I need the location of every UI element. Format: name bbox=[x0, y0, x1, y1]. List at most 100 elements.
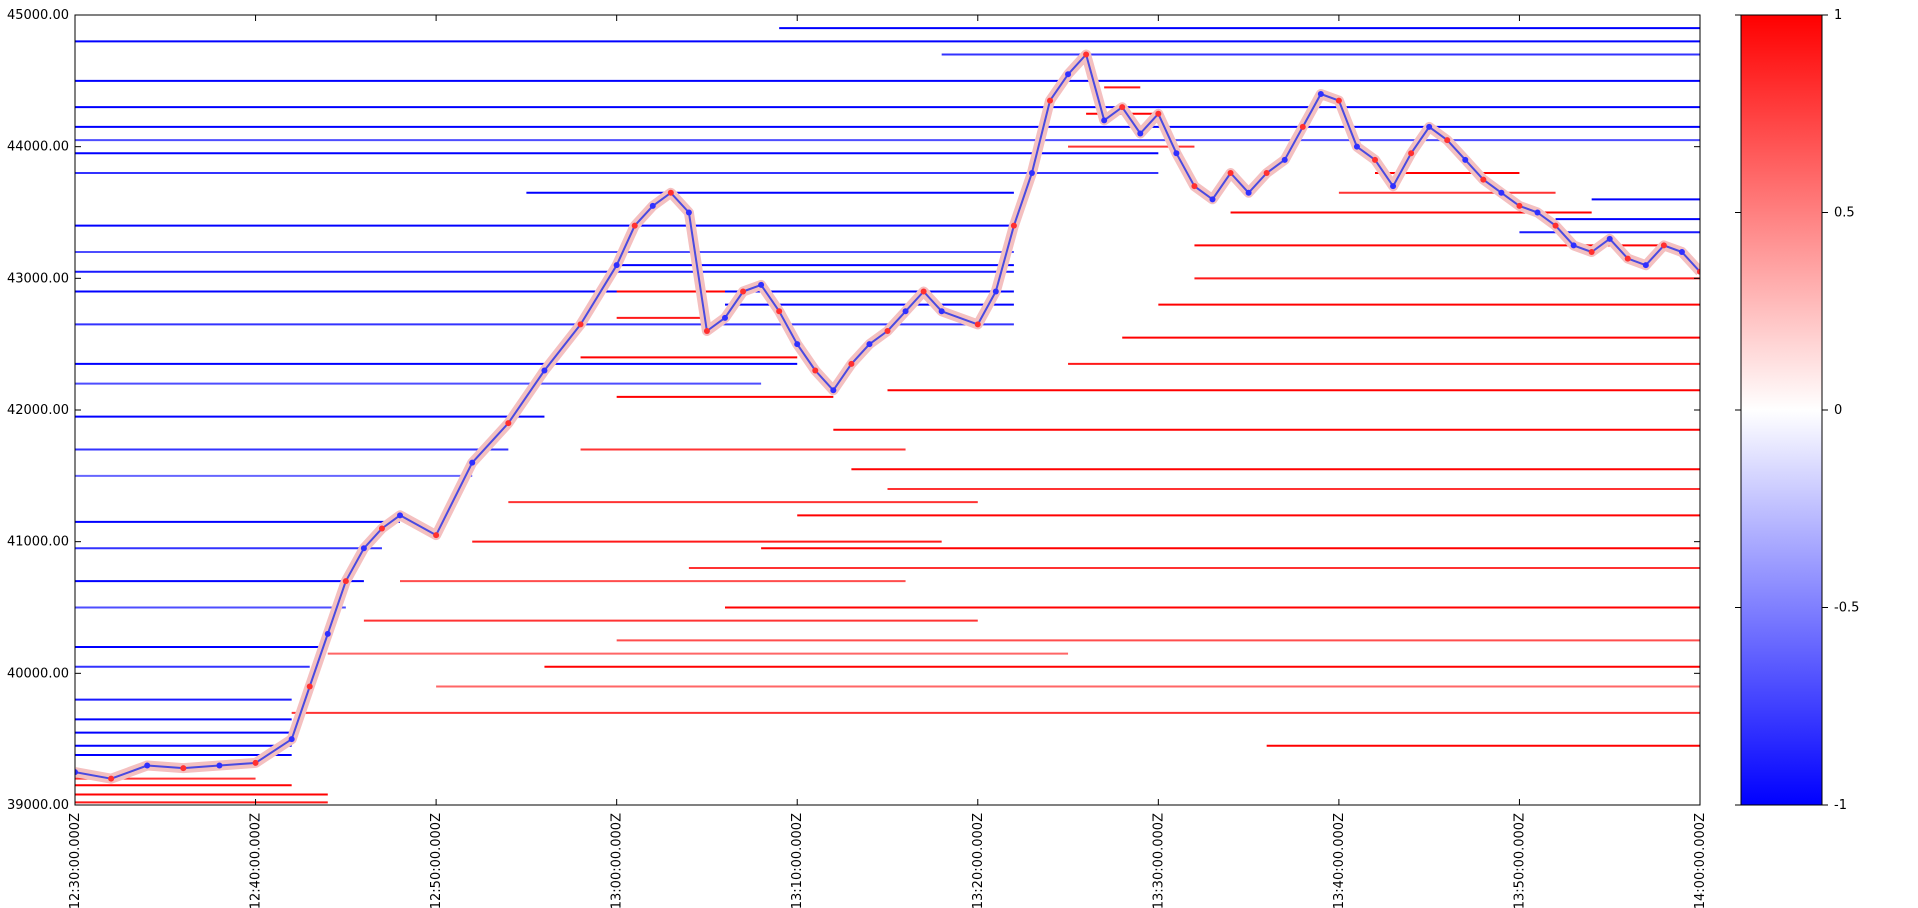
price-point bbox=[812, 367, 819, 374]
y-tick-label: 44000.00 bbox=[7, 140, 69, 155]
x-tick-label: 12:30:00.000Z bbox=[68, 813, 83, 908]
price-point bbox=[902, 308, 909, 315]
x-tick-label: 14:00:00.000Z bbox=[1693, 813, 1708, 908]
x-tick-label: 13:10:00.000Z bbox=[790, 813, 805, 908]
price-point bbox=[866, 341, 873, 348]
price-point bbox=[378, 525, 385, 532]
price-point bbox=[1444, 137, 1451, 144]
price-point bbox=[1426, 123, 1433, 130]
price-point bbox=[324, 630, 331, 637]
price-point bbox=[703, 328, 710, 334]
price-path-line bbox=[75, 53, 1700, 780]
x-axis: 12:30:00.000Z 12:40:00.000Z 12:50:00.000Z 1… bbox=[68, 15, 1708, 908]
price-point bbox=[505, 420, 512, 427]
y-tick-label: 42000.00 bbox=[7, 403, 69, 418]
colorbar-tick-label: -1 bbox=[1834, 798, 1847, 813]
price-point bbox=[1317, 91, 1324, 97]
x-tick-label: 13:20:00.000Z bbox=[971, 813, 986, 908]
price-point bbox=[75, 769, 78, 776]
price-point bbox=[433, 532, 440, 539]
y-axis: 39000.00 40000.00 41000.00 42000.00 43000.00… bbox=[7, 8, 1700, 813]
price-point bbox=[613, 262, 620, 269]
price-point bbox=[1155, 110, 1162, 117]
price-point bbox=[397, 512, 403, 519]
price-point bbox=[216, 762, 223, 769]
x-tick-label: 13:00:00.000Z bbox=[610, 813, 625, 908]
price-point bbox=[992, 288, 999, 295]
colorbar: -1 -0.5 0 0.5 1 bbox=[1735, 8, 1859, 813]
price-path bbox=[75, 49, 1700, 784]
plot-background bbox=[75, 15, 1700, 805]
price-point bbox=[1353, 143, 1360, 150]
price-point bbox=[722, 314, 728, 321]
price-point bbox=[1642, 262, 1649, 269]
y-tick-label: 45000.00 bbox=[7, 8, 69, 23]
price-point bbox=[1624, 255, 1631, 262]
price-point bbox=[342, 578, 349, 585]
price-point bbox=[1516, 202, 1523, 209]
colorbar-tick-label: 1 bbox=[1834, 8, 1842, 23]
y-tick-label: 41000.00 bbox=[7, 535, 69, 550]
price-point bbox=[1534, 209, 1541, 216]
price-point bbox=[884, 328, 891, 334]
price-point bbox=[974, 321, 981, 328]
price-point bbox=[360, 545, 367, 552]
price-point bbox=[794, 341, 801, 348]
x-tick-label: 13:40:00.000Z bbox=[1332, 813, 1347, 908]
price-point bbox=[1010, 222, 1017, 229]
price-point bbox=[1372, 156, 1378, 163]
price-point bbox=[1606, 235, 1613, 242]
price-point bbox=[1299, 123, 1306, 130]
y-tick-label: 39000.00 bbox=[7, 798, 69, 813]
price-point bbox=[920, 288, 927, 295]
price-point bbox=[1137, 130, 1144, 137]
price-point bbox=[1119, 104, 1126, 111]
price-point bbox=[685, 209, 692, 216]
x-tick-label: 13:30:00.000Z bbox=[1151, 813, 1166, 908]
x-tick-label: 13:50:00.000Z bbox=[1512, 813, 1527, 908]
colorbar-tick-label: -0.5 bbox=[1834, 601, 1859, 616]
x-tick-label: 12:40:00.000Z bbox=[249, 813, 264, 908]
price-point bbox=[469, 459, 476, 466]
price-point bbox=[144, 762, 151, 769]
price-point bbox=[667, 189, 674, 196]
price-point bbox=[1047, 97, 1053, 104]
price-point bbox=[1678, 249, 1685, 255]
price-point bbox=[577, 321, 584, 328]
colorbar-ticks: -1 -0.5 0 0.5 1 bbox=[1735, 8, 1859, 813]
price-point bbox=[758, 281, 765, 288]
price-point bbox=[1480, 176, 1487, 183]
price-point bbox=[1173, 150, 1180, 157]
price-point bbox=[1660, 242, 1667, 249]
price-point bbox=[1697, 268, 1700, 275]
price-point bbox=[830, 387, 837, 394]
price-point bbox=[1083, 51, 1090, 58]
price-point bbox=[252, 759, 259, 766]
price-point bbox=[1588, 249, 1595, 255]
price-point bbox=[1498, 189, 1505, 196]
colorbar-tick-label: 0.5 bbox=[1834, 206, 1855, 221]
price-point bbox=[541, 367, 548, 374]
price-point bbox=[1065, 71, 1072, 78]
price-point bbox=[631, 222, 638, 229]
liquidity-levels bbox=[75, 27, 1700, 804]
x-tick-label: 12:50:00.000Z bbox=[429, 813, 444, 908]
price-point bbox=[288, 736, 295, 743]
price-point bbox=[1263, 170, 1270, 176]
price-point bbox=[306, 683, 313, 690]
y-tick-label: 40000.00 bbox=[7, 666, 69, 681]
price-point bbox=[938, 308, 945, 315]
price-point bbox=[848, 360, 855, 367]
price-point bbox=[1570, 242, 1577, 249]
price-point bbox=[740, 288, 747, 295]
price-point bbox=[776, 308, 783, 315]
price-point bbox=[180, 765, 187, 772]
colorbar-tick-label: 0 bbox=[1834, 403, 1842, 418]
price-point bbox=[1101, 117, 1108, 124]
colorbar-gradient bbox=[1740, 14, 1823, 806]
price-point bbox=[1408, 150, 1415, 157]
y-tick-label: 43000.00 bbox=[7, 271, 69, 286]
price-point bbox=[1335, 97, 1342, 104]
price-point bbox=[108, 775, 115, 782]
